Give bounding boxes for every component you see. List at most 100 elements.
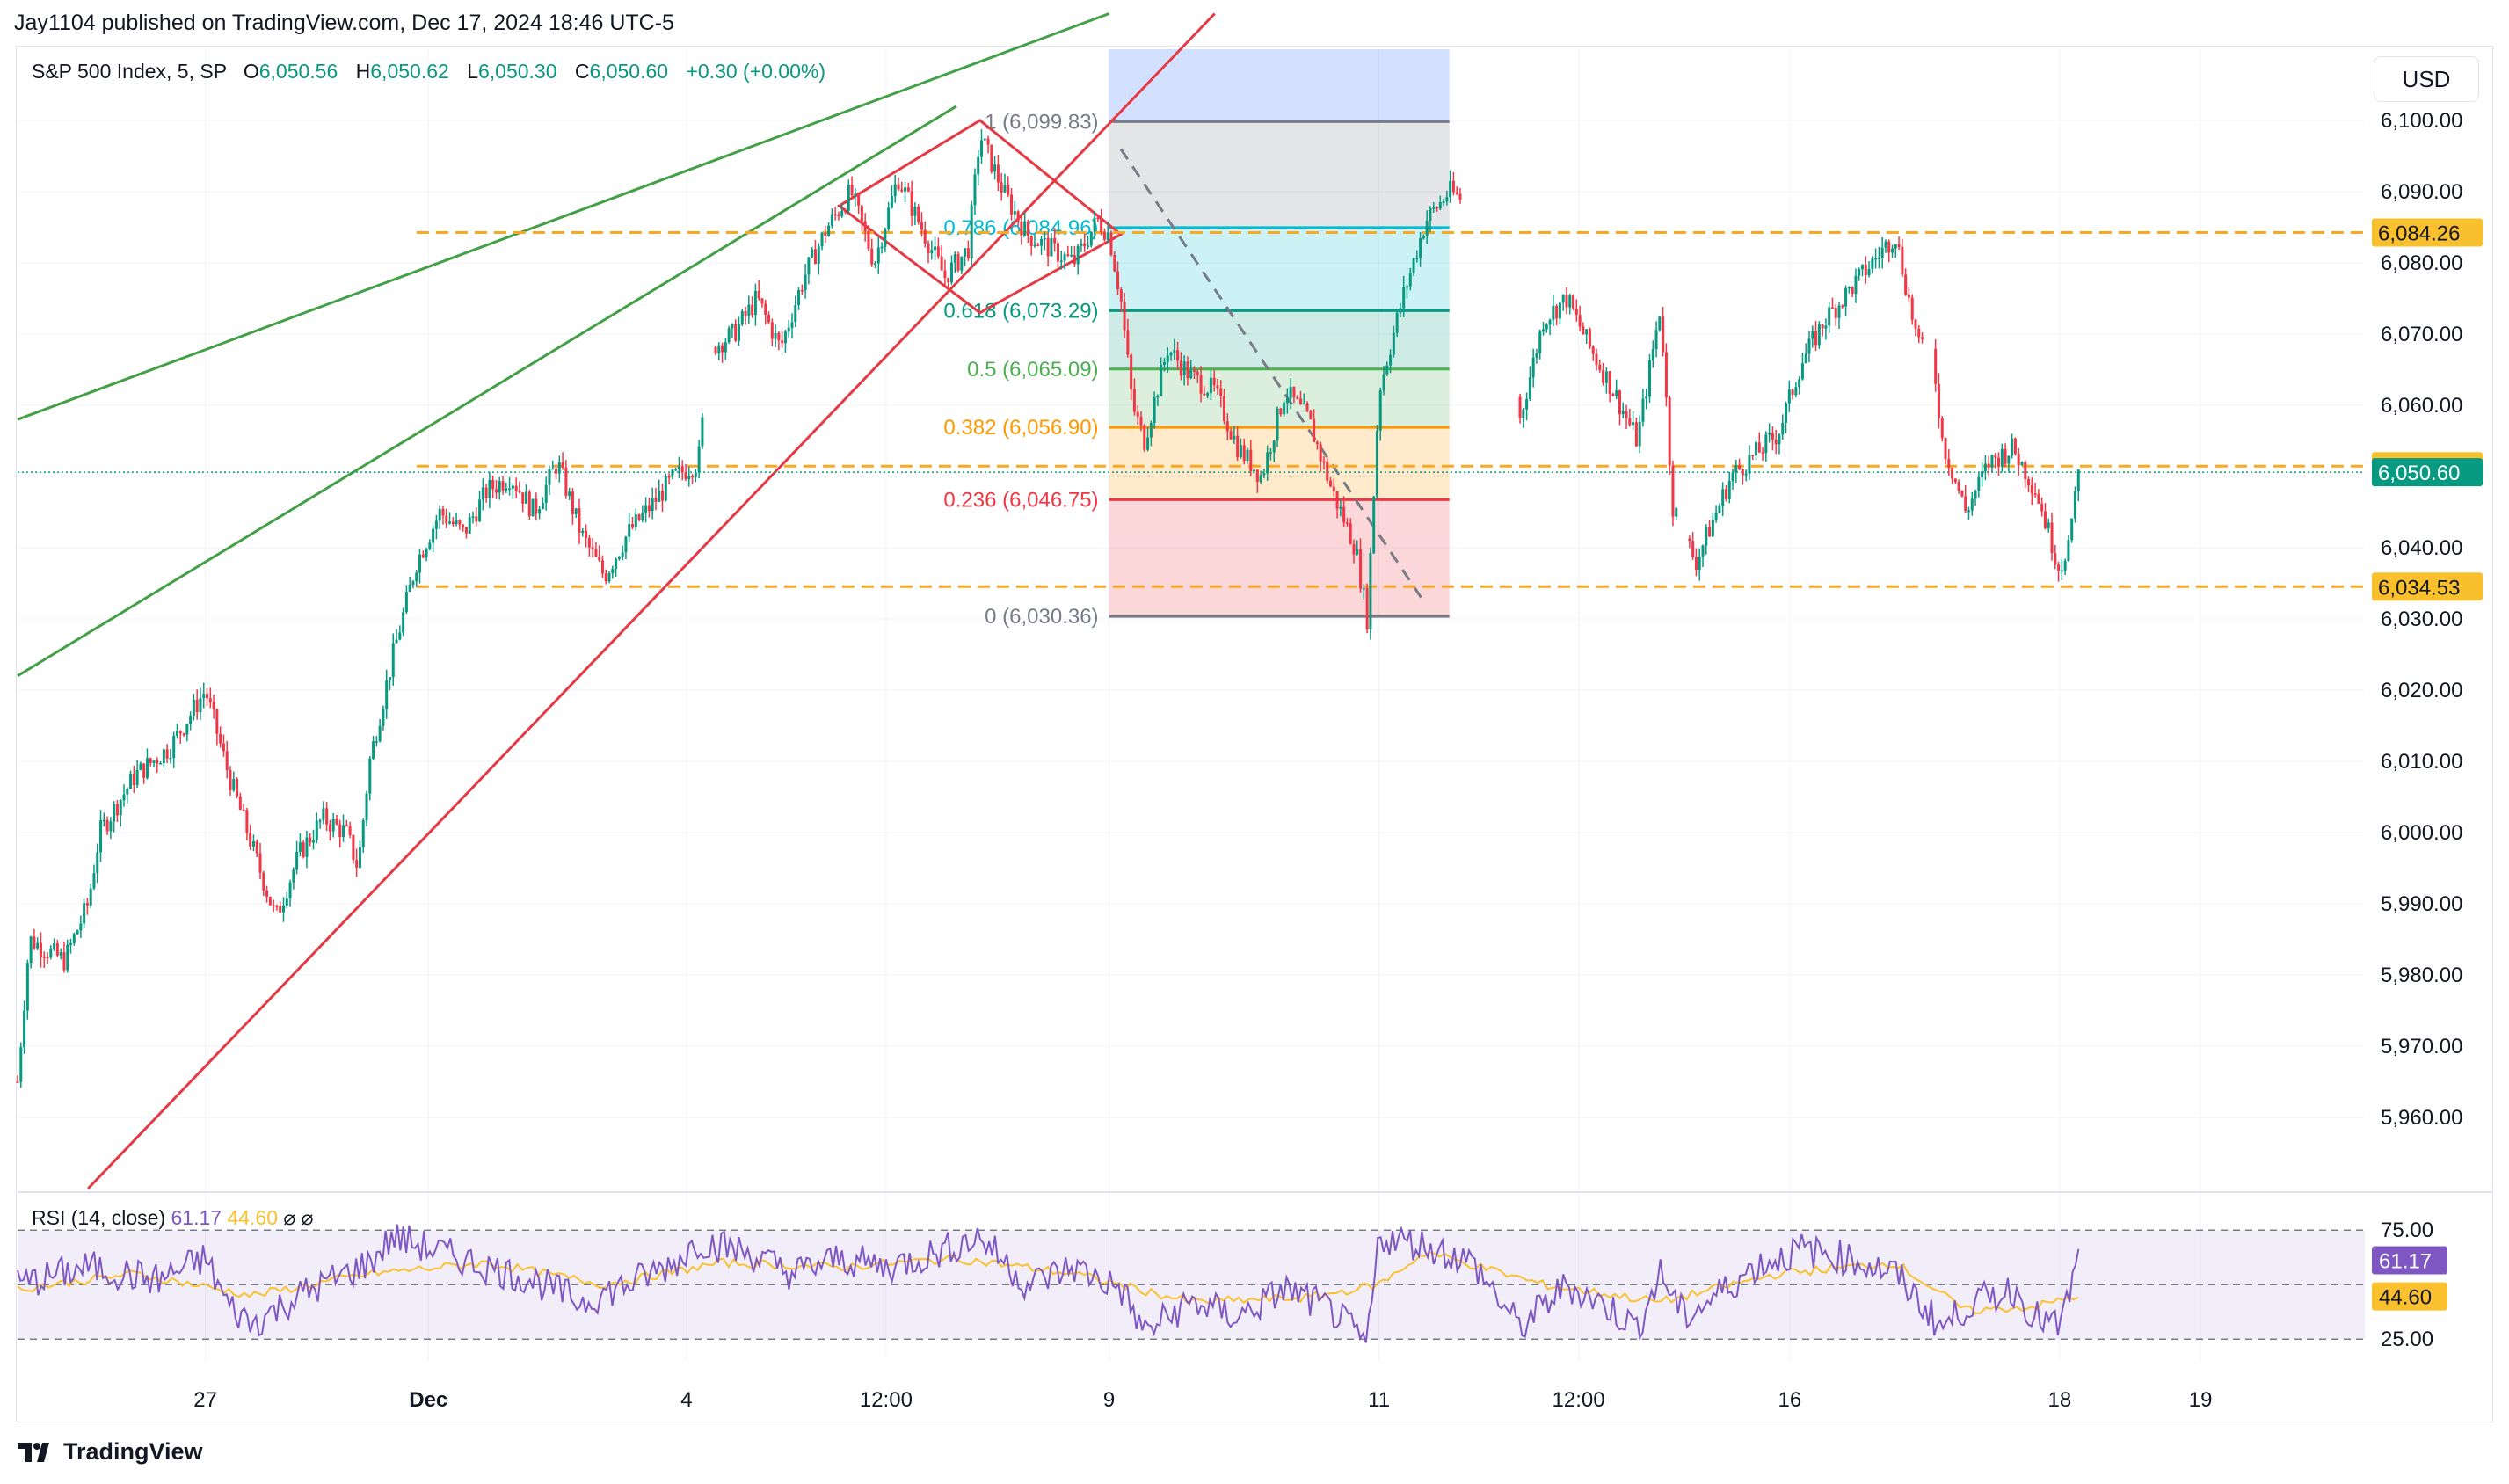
candle-body [644, 505, 648, 513]
candle-body [92, 873, 96, 889]
candle-body [1419, 238, 1422, 258]
candle-body [1276, 408, 1279, 441]
candle-body [1402, 287, 1406, 309]
candle-body [1203, 393, 1206, 396]
candle-body [531, 498, 535, 517]
candle-body [1369, 553, 1372, 630]
candle-body [680, 466, 684, 473]
rsi-ma-tag-bg [2372, 1282, 2447, 1311]
candle-body [624, 536, 628, 553]
candle-body [42, 957, 46, 958]
candle-body [751, 304, 754, 316]
candle-body [249, 833, 252, 847]
candle-body [372, 741, 375, 759]
candle-body [2033, 493, 2037, 495]
candle-body [1339, 506, 1342, 509]
candle-body [1824, 325, 1828, 329]
candle-body [189, 716, 193, 724]
fib-level-label: 1 (6,099.83) [985, 110, 1098, 134]
candle-body [1000, 182, 1003, 193]
candle-body [514, 485, 518, 491]
candle-body [900, 189, 904, 192]
candle-body [338, 824, 342, 838]
candle-body [1292, 386, 1296, 398]
candle-body [1884, 241, 1887, 248]
candle-body [870, 248, 874, 265]
candle-body [1901, 246, 1904, 275]
candle-body [1721, 489, 1725, 506]
candle-body [182, 733, 185, 735]
candle-body [165, 749, 169, 759]
candle-body [404, 591, 408, 613]
candle-body [800, 289, 804, 292]
fib-zone [1109, 499, 1450, 617]
candle-body [2017, 454, 2020, 466]
candle-body [887, 207, 891, 229]
candle-body [787, 327, 790, 332]
candle-body [1026, 221, 1029, 236]
candle-body [970, 205, 973, 259]
candle-body [208, 698, 212, 702]
candle-body [1572, 295, 1575, 309]
candle-body [408, 584, 411, 592]
candle-body [721, 345, 724, 353]
candle-body [1558, 302, 1561, 319]
candle-body [1714, 513, 1718, 520]
candle-body [1408, 272, 1412, 287]
candle-body [488, 479, 491, 498]
candle-body [159, 763, 163, 765]
candle-body [548, 469, 551, 485]
candle-body [1585, 329, 1589, 335]
candle-body [1242, 445, 1246, 462]
candle-body [1053, 238, 1057, 244]
candle-body [36, 942, 40, 949]
currency-button[interactable]: USD [2374, 56, 2479, 102]
candle-body [1907, 295, 1910, 298]
candle-body [1229, 431, 1233, 440]
high-value: 6,050.62 [370, 60, 449, 83]
candle-body [634, 514, 637, 528]
candle-body [1781, 422, 1785, 435]
last-price-tag: 6,050.60 [2378, 462, 2460, 485]
candle-body [837, 214, 840, 217]
candle-body [1970, 498, 1974, 511]
candle-body [1050, 238, 1053, 257]
candle-body [1016, 211, 1020, 222]
candle-body [2067, 540, 2070, 561]
candle-body [1811, 331, 1814, 339]
candle-body [511, 485, 514, 489]
candle-body [348, 826, 352, 835]
candle-body [1196, 371, 1199, 375]
candle-body [884, 229, 887, 247]
candle-body [142, 763, 146, 778]
candle-body [1595, 353, 1598, 365]
candle-body [1087, 245, 1090, 247]
candle-body [658, 491, 661, 502]
candle-body [1179, 360, 1182, 376]
candle-body [604, 573, 607, 582]
candle-body [1807, 338, 1811, 354]
candle-body [1983, 463, 1987, 472]
candle-body [1219, 388, 1223, 396]
candle-body [910, 191, 913, 216]
rsi-line [17, 1224, 2080, 1343]
candle-body [1997, 457, 2001, 467]
fib-level-label: 0 (6,030.36) [985, 605, 1098, 629]
candle-body [607, 573, 611, 582]
candle-body [1528, 377, 1531, 399]
y-tick-label: 6,030.00 [2381, 607, 2462, 631]
candle-body [421, 554, 425, 558]
candle-body [1711, 520, 1714, 537]
tradingview-logo: TradingView [18, 1438, 203, 1466]
chart-frame [16, 46, 2493, 1422]
candle-body [139, 763, 142, 770]
candle-body [219, 733, 222, 744]
candle-body [794, 305, 797, 323]
footer-brand: TradingView [63, 1438, 203, 1465]
candle-body [1309, 410, 1313, 420]
fib-level-label: 0.5 (6,065.09) [967, 358, 1098, 382]
candle-body [1727, 481, 1731, 499]
candle-body [966, 248, 970, 259]
candle-body [498, 481, 501, 493]
